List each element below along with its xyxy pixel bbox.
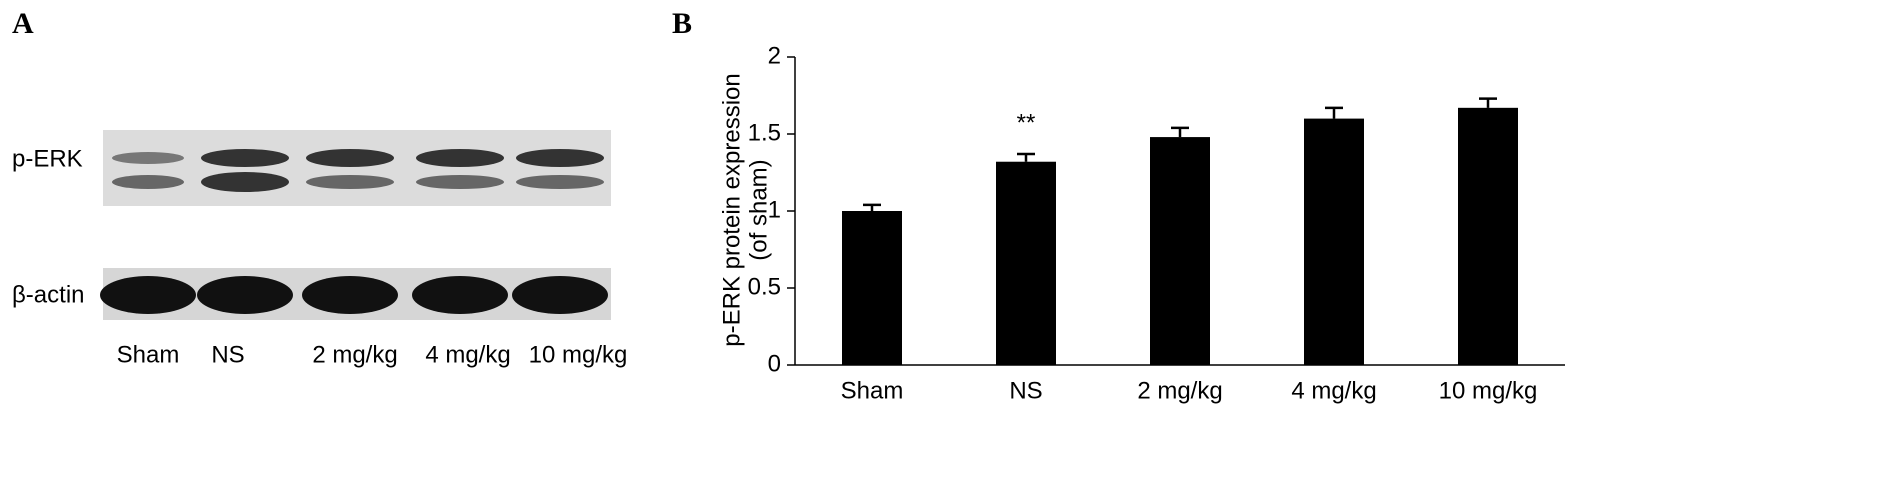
band (302, 276, 398, 314)
blot-row-label: β-actin (12, 281, 85, 308)
band (112, 152, 184, 164)
x-tick-label: NS (1009, 377, 1042, 404)
band (197, 276, 293, 314)
band (416, 175, 504, 189)
band (100, 276, 196, 314)
x-tick-label: 4 mg/kg (1291, 377, 1376, 404)
band (306, 175, 394, 189)
lane-label: Sham (117, 341, 180, 368)
blot-row-label: p-ERK (12, 145, 83, 172)
band (512, 276, 608, 314)
y-tick-label: 0 (768, 350, 781, 377)
x-tick-label: 2 mg/kg (1137, 377, 1222, 404)
band (112, 175, 184, 189)
lane-label: NS (211, 341, 244, 368)
band (412, 276, 508, 314)
panel-label: A (12, 7, 34, 40)
error-bar (1325, 106, 1343, 119)
bar (1150, 137, 1210, 365)
error-bar (1479, 97, 1497, 108)
panel-label: B (672, 7, 692, 40)
y-tick-label: 1.5 (748, 119, 781, 146)
bar (1304, 118, 1364, 365)
band (201, 149, 289, 167)
lane-label: 10 mg/kg (529, 341, 628, 368)
bar (842, 211, 902, 365)
band (416, 149, 504, 167)
blot-bands (100, 149, 608, 314)
band (516, 149, 604, 167)
y-tick-label: 0.5 (748, 273, 781, 300)
y-axis-label: (of sham) (745, 159, 772, 260)
error-bar (863, 203, 881, 211)
y-axis-label: p-ERK protein expression (718, 73, 745, 346)
y-tick-label: 1 (768, 196, 781, 223)
x-tick-label: 10 mg/kg (1439, 377, 1538, 404)
lane-label: 4 mg/kg (425, 341, 510, 368)
error-bar (1017, 152, 1035, 162)
band (516, 175, 604, 189)
annotation: ** (1017, 109, 1036, 136)
lane-label: 2 mg/kg (312, 341, 397, 368)
band (201, 172, 289, 192)
bar (1458, 107, 1518, 365)
band (306, 149, 394, 167)
x-tick-label: Sham (841, 377, 904, 404)
bar (996, 161, 1056, 365)
blot-membrane (103, 130, 611, 206)
y-tick-label: 2 (768, 42, 781, 69)
error-bar (1171, 126, 1189, 138)
